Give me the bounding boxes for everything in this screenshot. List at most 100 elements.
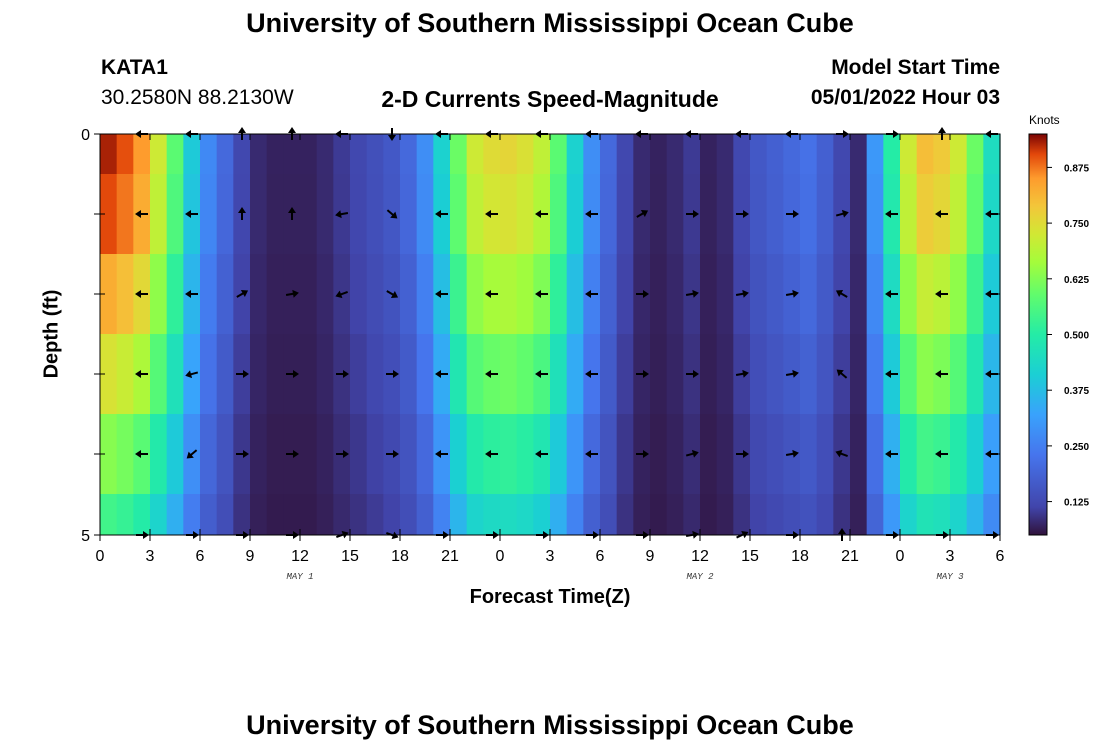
- heatmap-cell: [566, 174, 584, 254]
- y-axis-label: Depth (ft): [40, 289, 63, 379]
- heatmap-cell: [250, 254, 268, 334]
- heatmap-cell: [516, 494, 534, 535]
- heatmap-cell: [716, 334, 734, 414]
- heatmap-cell: [366, 414, 384, 494]
- heatmap-cell: [150, 494, 168, 535]
- heatmap-cell: [266, 254, 284, 334]
- heatmap-cell: [150, 134, 168, 174]
- heatmap-cell: [100, 334, 118, 414]
- heatmap-cell: [616, 254, 634, 334]
- x-tick-label: 3: [946, 548, 955, 565]
- heatmap-cell: [250, 134, 268, 174]
- heatmap-cell: [850, 174, 868, 254]
- x-tick-label: 9: [646, 548, 655, 565]
- current-arrow: [786, 210, 799, 218]
- x-tick-label: 0: [96, 548, 105, 565]
- heatmap-cell: [416, 334, 434, 414]
- heatmap-cell: [500, 414, 518, 494]
- heatmap-cell: [200, 334, 218, 414]
- heatmap-cell: [466, 174, 484, 254]
- current-arrow: [435, 290, 448, 298]
- heatmap-cell: [566, 414, 584, 494]
- heatmap-cell: [383, 494, 401, 535]
- heatmap-cell: [200, 134, 218, 174]
- heatmap-cell: [750, 334, 768, 414]
- heatmap-cell: [200, 254, 218, 334]
- current-arrow: [185, 290, 198, 298]
- colorbar-tick-label: 0.875: [1064, 163, 1089, 174]
- heatmap-cell: [250, 414, 268, 494]
- heatmap-cell: [600, 254, 618, 334]
- heatmap-cell: [516, 134, 534, 174]
- heatmap-cell: [800, 494, 818, 535]
- heatmap-cell: [450, 134, 468, 174]
- heatmap-cell: [133, 134, 151, 174]
- current-arrow: [835, 449, 848, 458]
- heatmap-cell: [500, 134, 518, 174]
- chart-subtitle: 2-D Currents Speed-Magnitude: [381, 86, 719, 112]
- current-arrow: [835, 209, 849, 218]
- heatmap-cell: [400, 494, 418, 535]
- heatmap-cell: [650, 334, 668, 414]
- heatmap-cell: [600, 414, 618, 494]
- current-arrow: [585, 290, 598, 298]
- heatmap-cell: [250, 494, 268, 535]
- heatmap-cell: [633, 494, 651, 535]
- current-arrow: [185, 370, 199, 379]
- x-tick-label: 0: [496, 548, 505, 565]
- heatmap-cell: [916, 174, 934, 254]
- x-tick-label: 18: [391, 548, 409, 565]
- heatmap-cell: [766, 134, 784, 174]
- heatmap-cell: [766, 414, 784, 494]
- heatmap-cell: [700, 414, 718, 494]
- model-start-label: Model Start Time: [831, 56, 1000, 79]
- current-arrow: [535, 370, 548, 378]
- heatmap-cell: [800, 174, 818, 254]
- heatmap-cell: [950, 174, 968, 254]
- heatmap-cell: [916, 414, 934, 494]
- heatmap-cell: [250, 174, 268, 254]
- current-arrow: [435, 210, 448, 218]
- heatmap-cell: [350, 174, 368, 254]
- heatmap-cell: [616, 174, 634, 254]
- heatmap-cell: [566, 334, 584, 414]
- current-arrow: [238, 207, 246, 220]
- heatmap-cell: [166, 334, 184, 414]
- heatmap-cell: [550, 494, 568, 535]
- heatmap-cell: [400, 414, 418, 494]
- heatmap-cell: [450, 414, 468, 494]
- current-arrow: [535, 210, 548, 218]
- footer-title: University of Southern Mississippi Ocean…: [246, 710, 854, 740]
- current-arrow: [685, 289, 699, 298]
- current-arrow: [286, 370, 299, 378]
- heatmap-cell: [466, 334, 484, 414]
- heatmap-cell: [116, 414, 134, 494]
- heatmap-cell: [800, 134, 818, 174]
- heatmap-cell: [116, 334, 134, 414]
- current-arrow: [785, 289, 799, 298]
- heatmap-cell: [650, 254, 668, 334]
- current-arrow: [885, 370, 898, 378]
- station-id: KATA1: [101, 56, 168, 79]
- heatmap-cell: [850, 134, 868, 174]
- heatmap-cell: [316, 134, 334, 174]
- heatmap-cell: [466, 494, 484, 535]
- heatmap-cell: [433, 494, 451, 535]
- current-arrow: [585, 450, 598, 458]
- heatmap-cell: [600, 494, 618, 535]
- heatmap-cell: [766, 254, 784, 334]
- heatmap-cell: [700, 134, 718, 174]
- heatmap-cell: [233, 134, 251, 174]
- colorbar-tick-label: 0.250: [1064, 442, 1089, 453]
- heatmap-cell: [716, 494, 734, 535]
- heatmap-cell: [550, 174, 568, 254]
- heatmap-cell: [266, 414, 284, 494]
- heatmap-cell: [666, 254, 684, 334]
- colorbar-tick-label: 0.625: [1064, 275, 1089, 286]
- current-arrow: [135, 450, 148, 458]
- heatmap-cell: [916, 254, 934, 334]
- heatmap-cell: [150, 334, 168, 414]
- heatmap-cell: [816, 254, 834, 334]
- current-arrow: [288, 207, 296, 220]
